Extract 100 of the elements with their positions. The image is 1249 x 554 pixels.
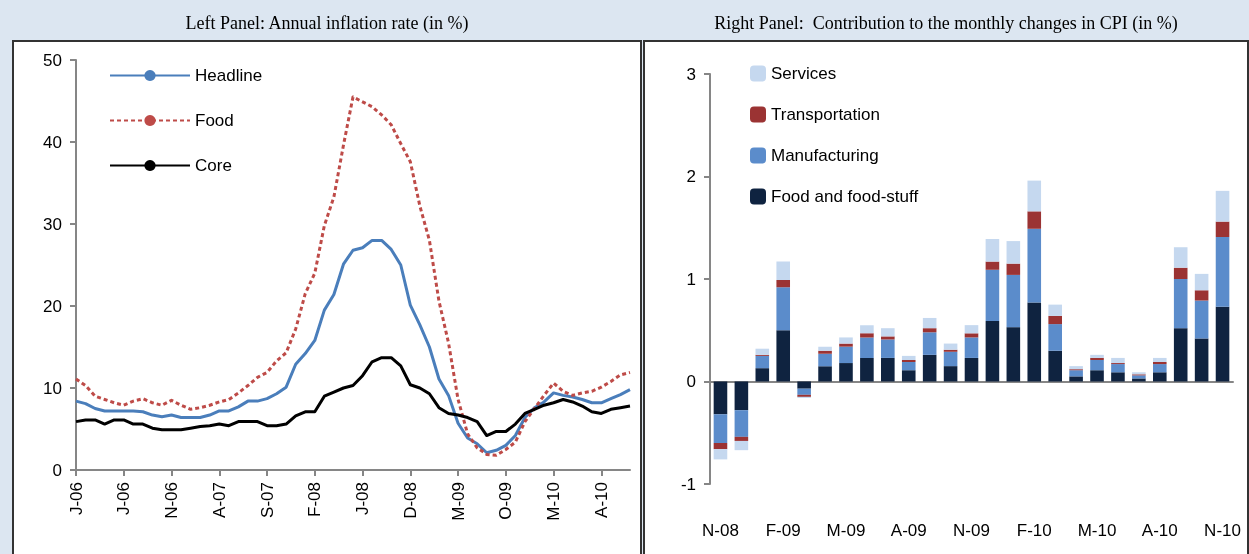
bar <box>1194 273 1209 291</box>
bar <box>1027 211 1042 229</box>
bar <box>1152 364 1167 373</box>
x-tick-label: A-09 <box>890 521 927 540</box>
bar <box>755 348 770 355</box>
bar <box>839 337 853 344</box>
x-tick-label: N-09 <box>953 521 990 540</box>
bar <box>1215 236 1230 307</box>
chart-title: Right Panel: Contribution to the monthly changes in CPI (in %) <box>713 12 1179 35</box>
x-tick-label: N-06 <box>162 482 182 519</box>
bar <box>1048 304 1062 316</box>
bar <box>776 287 791 331</box>
bar <box>901 359 916 363</box>
bar <box>922 354 937 382</box>
bar <box>1006 327 1021 382</box>
bar <box>1027 180 1042 212</box>
y-tick-label: 0 <box>686 372 696 391</box>
bar <box>1048 315 1062 325</box>
bar <box>1069 370 1083 377</box>
line-series <box>74 95 632 457</box>
bar <box>797 381 811 389</box>
bar <box>1173 279 1188 329</box>
bar <box>818 346 832 351</box>
bar <box>1173 328 1188 382</box>
bar <box>860 357 874 382</box>
x-tick-label: J-06 <box>114 482 134 516</box>
x-tick-label: F-10 <box>1016 521 1052 540</box>
legend-label: Food <box>195 111 234 130</box>
legend-label: Services <box>771 64 837 83</box>
bar <box>964 337 979 358</box>
bar <box>1152 372 1167 382</box>
bar <box>1215 306 1230 382</box>
bar <box>734 436 749 441</box>
bar <box>901 355 916 360</box>
bar <box>1027 302 1042 382</box>
bar <box>818 353 832 367</box>
x-tick-label: N-10 <box>1204 521 1241 540</box>
bar <box>713 414 728 443</box>
x-tick-label: J-06 <box>66 482 86 516</box>
bar <box>985 239 1000 262</box>
y-tick-label: 0 <box>52 460 62 480</box>
bar <box>1194 338 1209 382</box>
x-tick-label: M-09 <box>826 521 866 540</box>
bar <box>713 449 728 460</box>
legend-label: Transportation <box>771 105 880 124</box>
bar <box>1027 228 1042 303</box>
x-tick-label: D-08 <box>400 482 420 519</box>
bar <box>881 336 895 340</box>
bar <box>964 357 979 382</box>
bar <box>943 366 958 382</box>
legend-label: Food and food-stuff <box>771 187 919 206</box>
x-tick-label: S-07 <box>257 482 277 518</box>
x-tick-label: M-10 <box>544 482 564 521</box>
x-tick-label: F-08 <box>305 482 325 517</box>
line-series <box>74 238 632 455</box>
bar <box>964 325 979 334</box>
bar <box>1152 362 1167 365</box>
bar <box>1215 221 1230 237</box>
legend-label: Core <box>195 156 232 175</box>
x-tick-label: M-09 <box>448 482 468 521</box>
bar <box>1006 263 1021 275</box>
bar <box>985 269 1000 322</box>
bar <box>881 357 895 382</box>
bar <box>734 410 749 437</box>
bar <box>776 330 791 382</box>
legend-label: Headline <box>195 66 263 85</box>
y-tick-label: 10 <box>43 378 62 398</box>
bar <box>860 333 874 338</box>
x-tick-label: M-10 <box>1077 521 1117 540</box>
bar <box>1069 376 1083 382</box>
bar <box>881 339 895 358</box>
bar <box>985 261 1000 270</box>
bar <box>1090 359 1104 371</box>
bar <box>776 261 791 281</box>
y-tick-label: 3 <box>686 64 696 84</box>
bar <box>755 355 770 369</box>
bar <box>1215 190 1230 222</box>
bar <box>1048 324 1062 351</box>
bar <box>734 381 749 411</box>
bar <box>713 381 728 415</box>
bar <box>881 328 895 337</box>
y-tick-label: -1 <box>680 474 696 494</box>
bar <box>1111 357 1125 364</box>
bar <box>1090 370 1104 382</box>
bar <box>964 333 979 338</box>
bar <box>922 328 937 333</box>
bar <box>839 343 853 347</box>
bar <box>1173 247 1188 268</box>
y-tick-label: 30 <box>43 214 62 234</box>
y-tick-label: 2 <box>686 167 696 186</box>
bar <box>901 370 916 382</box>
chart-title: Left Panel: Annual inflation rate (in %) <box>184 12 470 35</box>
y-tick-label: 20 <box>43 296 62 316</box>
bar <box>1006 274 1021 328</box>
bar <box>1152 357 1167 363</box>
y-tick-label: 40 <box>43 132 62 152</box>
bar <box>839 346 853 364</box>
bar <box>985 321 1000 382</box>
x-tick-label: O-09 <box>496 482 516 520</box>
bar <box>818 350 832 354</box>
